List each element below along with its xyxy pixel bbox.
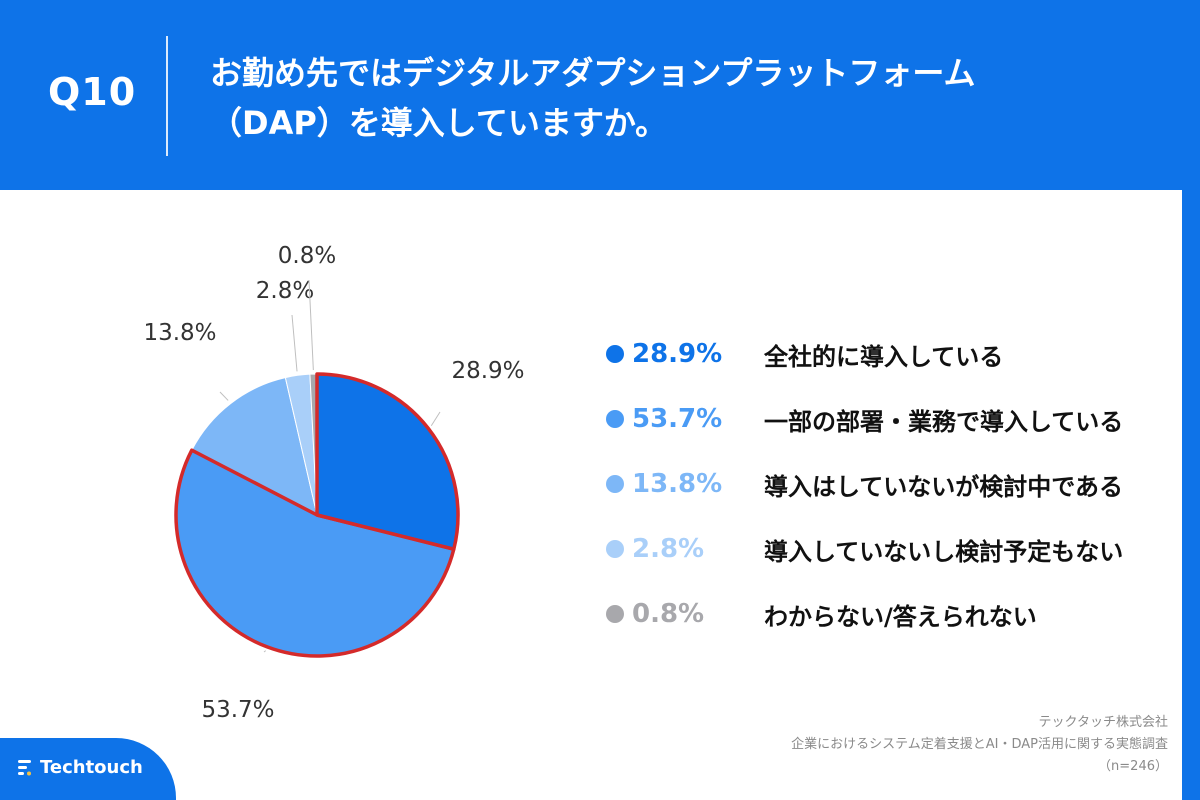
legend-percent: 0.8% bbox=[632, 599, 705, 629]
legend-label: 一部の部署・業務で導入している bbox=[764, 407, 1124, 436]
legend-item: 13.8% 導入はしていないが検討中である bbox=[606, 462, 1166, 506]
pie-chart: 28.9% 53.7% 13.8% 2.8% 0.8% bbox=[143, 243, 524, 723]
pie-leader-line bbox=[219, 391, 229, 401]
brand-name: Techtouch bbox=[40, 757, 143, 778]
techtouch-logo-icon bbox=[18, 760, 31, 776]
legend: 28.9% 全社的に導入している 53.7% 一部の部署・業務で導入している 13.8%… bbox=[606, 332, 1166, 657]
pie-slice bbox=[191, 376, 318, 516]
pie-leader-line bbox=[430, 411, 441, 427]
question-title-line1: お勤め先ではデジタルアダプションプラットフォーム bbox=[210, 54, 976, 92]
pie-data-label: 28.9% bbox=[451, 358, 524, 384]
legend-label: 全社的に導入している bbox=[764, 342, 1004, 371]
legend-item: 0.8% わからない/答えられない bbox=[606, 592, 1166, 636]
pie-data-label: 2.8% bbox=[256, 278, 314, 304]
legend-dot-icon bbox=[606, 345, 624, 363]
legend-percent: 2.8% bbox=[632, 534, 705, 564]
legend-percent: 13.8% bbox=[632, 469, 723, 499]
legend-dot-icon bbox=[606, 605, 624, 623]
pie-slice-highlight bbox=[174, 448, 456, 658]
pie-data-label: 53.7% bbox=[201, 697, 274, 723]
legend-dot-icon bbox=[606, 540, 624, 558]
source-company: テックタッチ株式会社 bbox=[1038, 715, 1168, 730]
source-survey: 企業におけるシステム定着支援とAI・DAP活用に関する実態調査 bbox=[791, 737, 1168, 752]
pie-leader-line bbox=[263, 650, 267, 653]
legend-dot-icon bbox=[606, 410, 624, 428]
pie-data-label: 0.8% bbox=[278, 243, 336, 269]
question-title: お勤め先ではデジタルアダプションプラットフォーム （DAP）を導入していますか。 bbox=[210, 48, 1170, 148]
pie-leader-line bbox=[291, 314, 298, 372]
legend-item: 2.8% 導入していないし検討予定もない bbox=[606, 527, 1166, 571]
legend-dot-icon bbox=[606, 475, 624, 493]
brand-badge: Techtouch bbox=[0, 738, 176, 800]
pie-leader-line bbox=[308, 279, 314, 371]
question-title-line2: （DAP）を導入していますか。 bbox=[210, 104, 668, 142]
legend-percent: 28.9% bbox=[632, 339, 723, 369]
header: Q10 お勤め先ではデジタルアダプションプラットフォーム （DAP）を導入してい… bbox=[0, 0, 1200, 190]
legend-item: 53.7% 一部の部署・業務で導入している bbox=[606, 397, 1166, 441]
legend-label: 導入はしていないが検討中である bbox=[764, 472, 1124, 501]
question-number: Q10 bbox=[48, 70, 137, 114]
pie-slice-highlight bbox=[315, 372, 460, 551]
legend-item: 28.9% 全社的に導入している bbox=[606, 332, 1166, 376]
source-note: テックタッチ株式会社 企業におけるシステム定着支援とAI・DAP活用に関する実態… bbox=[648, 712, 1168, 778]
header-divider bbox=[166, 36, 168, 156]
pie-data-label: 13.8% bbox=[143, 320, 216, 346]
legend-label: 導入していないし検討予定もない bbox=[764, 537, 1124, 566]
legend-percent: 53.7% bbox=[632, 404, 723, 434]
legend-label: わからない/答えられない bbox=[764, 602, 1037, 631]
source-sample-size: （n=246） bbox=[1098, 759, 1168, 774]
